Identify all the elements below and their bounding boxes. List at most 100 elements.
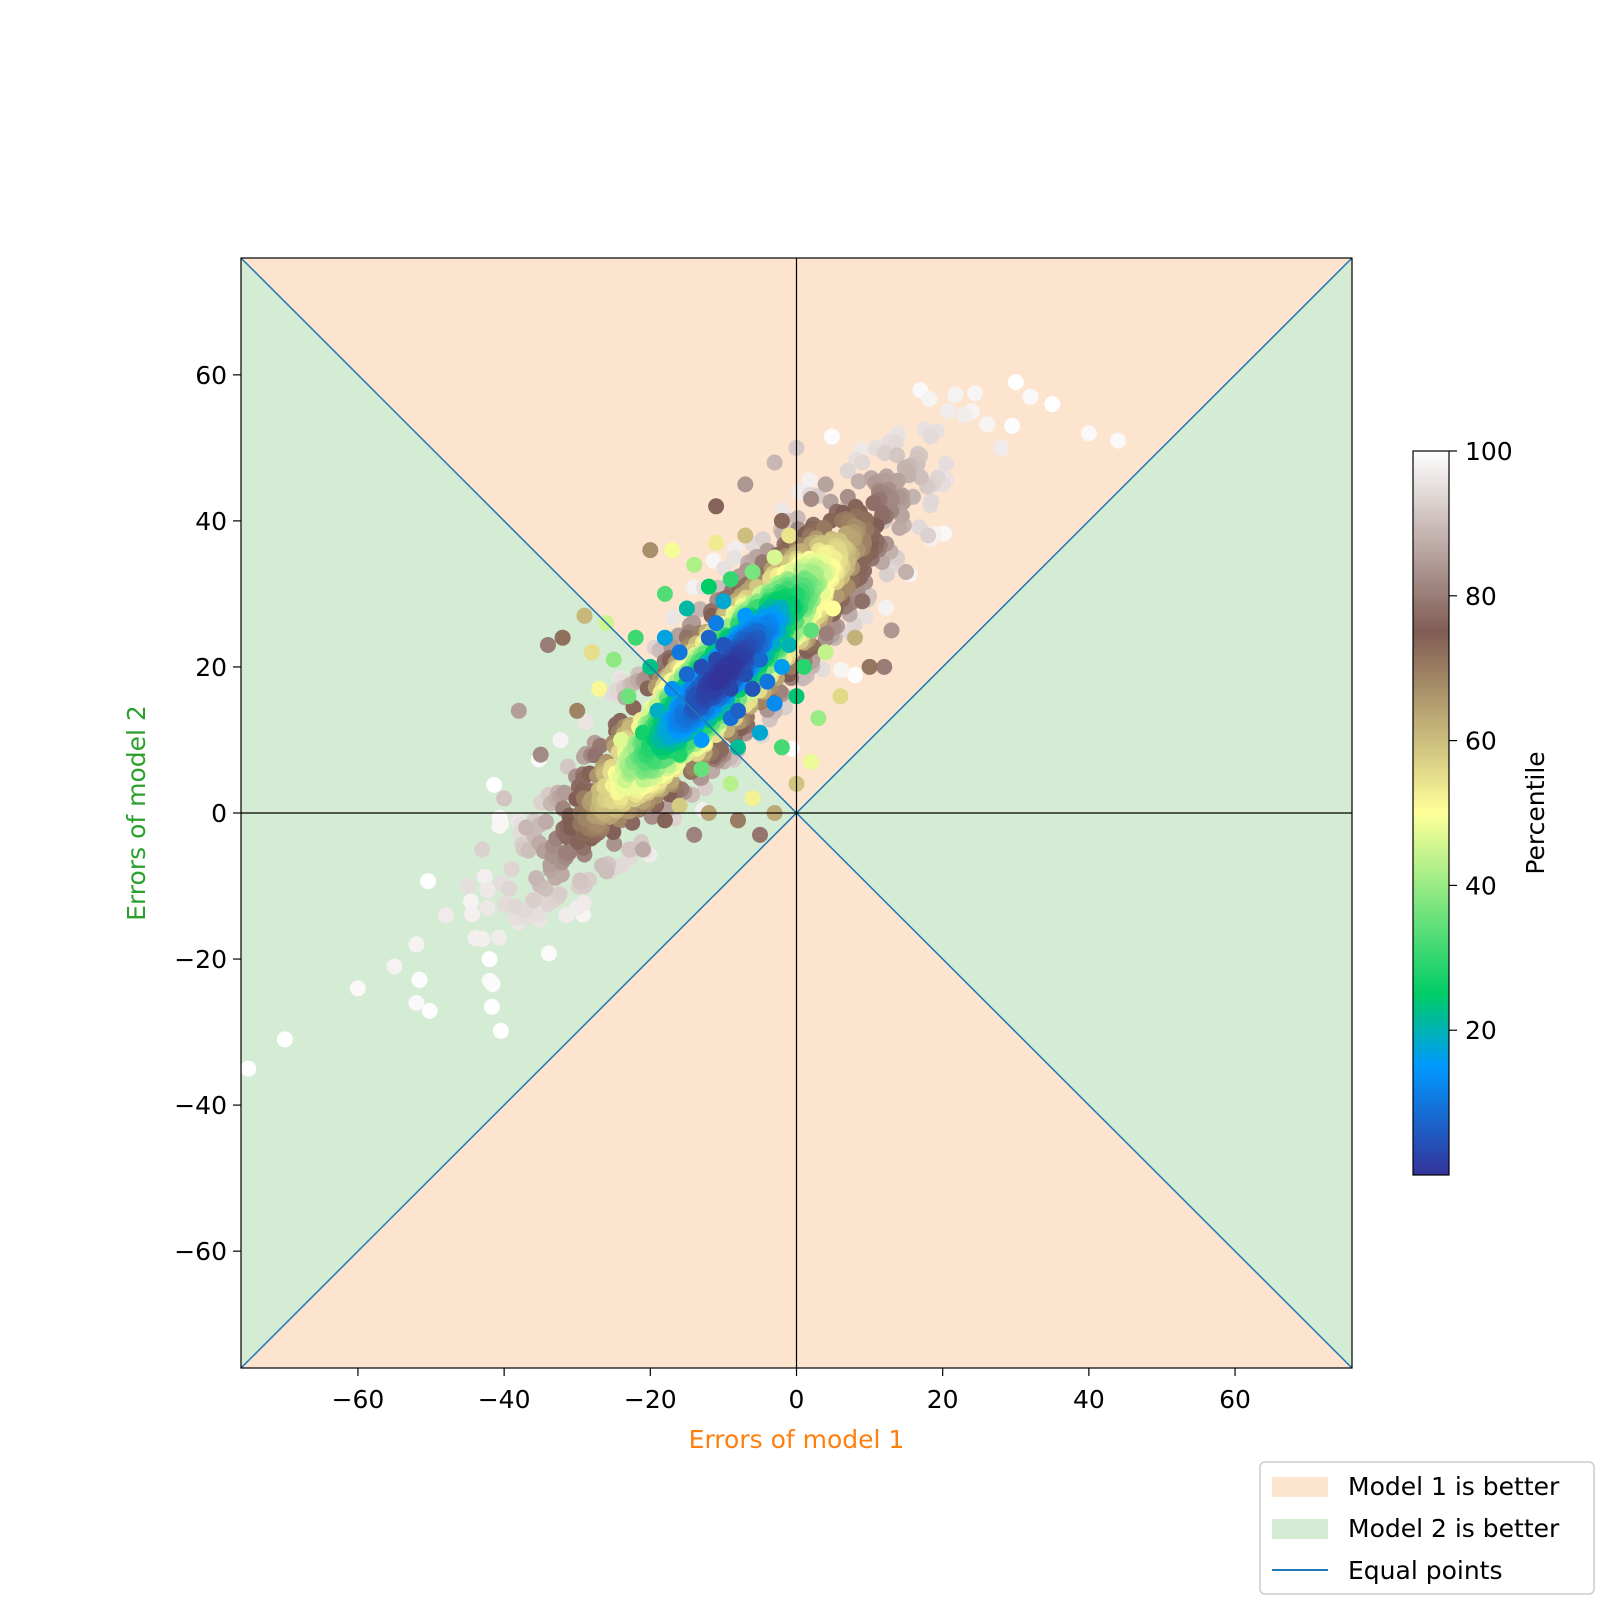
colorbar-tick-label: 60	[1465, 727, 1497, 756]
legend-swatch	[1272, 1519, 1328, 1539]
colorbar-gradient	[1412, 450, 1450, 1176]
scatter-point	[891, 519, 908, 536]
y-axis-ticks: −60 −40 −20 0 20 40 60	[174, 361, 241, 1266]
scatter-point	[889, 447, 905, 464]
scatter-point	[923, 493, 940, 510]
scatter-point	[538, 813, 554, 830]
x-tick-label: 20	[927, 1385, 959, 1414]
scatter-point	[1080, 425, 1097, 442]
scatter-point	[759, 673, 776, 690]
scatter-point	[737, 527, 754, 544]
scatter-layer	[241, 374, 1127, 1077]
scatter-point	[437, 907, 454, 924]
scatter-point	[510, 702, 527, 719]
scatter-point	[578, 714, 594, 731]
y-tick-label: −60	[174, 1237, 227, 1266]
scatter-point	[554, 629, 571, 646]
scatter-point	[1022, 388, 1039, 405]
y-tick-label: 0	[211, 799, 227, 828]
scatter-point	[730, 739, 746, 756]
scatter-point	[839, 462, 856, 479]
scatter-point	[823, 428, 840, 445]
scatter-point	[801, 472, 818, 489]
scatter-point	[481, 972, 498, 989]
scatter-point	[887, 434, 904, 451]
scatter-point	[656, 629, 673, 646]
scatter-point	[833, 662, 850, 679]
scatter-point	[730, 702, 746, 719]
scatter-point	[722, 571, 739, 588]
scatter-point	[940, 403, 956, 420]
scatter-point	[408, 994, 425, 1011]
scatter-point	[576, 607, 593, 624]
scatter-point	[744, 790, 761, 807]
scatter-point	[552, 732, 569, 749]
scatter-point	[493, 816, 510, 833]
scatter-point	[803, 491, 820, 507]
scatter-point	[708, 534, 725, 551]
scatter-point	[744, 680, 761, 697]
colorbar-title: Percentile	[1521, 751, 1550, 874]
scatter-point	[708, 498, 725, 515]
scatter-point	[967, 385, 983, 402]
scatter-point	[501, 880, 518, 897]
scatter-point	[693, 761, 710, 778]
scatter-point	[496, 790, 513, 807]
scatter-point	[993, 439, 1010, 456]
scatter-point	[766, 549, 783, 566]
scatter-point	[528, 870, 545, 887]
scatter-point	[752, 724, 768, 741]
scatter-point	[737, 607, 754, 624]
scatter-point	[575, 895, 592, 912]
x-tick-label: −40	[478, 1385, 531, 1414]
scatter-point	[979, 416, 996, 433]
scatter-point	[686, 556, 703, 573]
scatter-point	[850, 473, 867, 490]
legend-swatch	[1272, 1477, 1328, 1497]
scatter-point	[726, 549, 743, 566]
scatter-point	[474, 841, 491, 858]
y-tick-label: 40	[195, 507, 227, 536]
x-tick-label: 60	[1219, 1385, 1251, 1414]
legend-label: Model 2 is better	[1348, 1514, 1560, 1543]
scatter-point	[587, 747, 603, 764]
scatter-point	[530, 905, 547, 922]
scatter-point	[476, 868, 493, 885]
scatter-point	[752, 826, 768, 843]
scatter-point	[276, 1031, 293, 1048]
colorbar-tick-label: 20	[1465, 1016, 1497, 1045]
scatter-point	[486, 776, 503, 793]
scatter-point	[1044, 396, 1061, 413]
scatter-point	[665, 609, 682, 626]
scatter-point	[847, 629, 863, 646]
scatter-point	[847, 667, 863, 684]
colorbar: 20 40 60 80 100	[1412, 437, 1513, 1176]
scatter-point	[730, 812, 746, 829]
y-tick-label: −20	[174, 945, 227, 974]
scatter-point	[715, 593, 732, 610]
x-tick-label: −60	[332, 1385, 385, 1414]
colorbar-tick-label: 100	[1465, 437, 1513, 466]
scatter-point	[865, 495, 882, 511]
scatter-point	[621, 841, 638, 858]
scatter-point	[715, 665, 732, 682]
x-tick-label: 40	[1073, 1385, 1105, 1414]
scatter-point	[700, 578, 717, 595]
scatter-point	[671, 644, 688, 661]
scatter-point	[781, 637, 798, 653]
scatter-point	[591, 680, 608, 697]
scatter-point	[817, 644, 834, 661]
scatter-point	[474, 931, 491, 947]
scatter-point	[583, 644, 600, 661]
scatter-point	[708, 615, 725, 632]
scatter-point	[737, 476, 754, 493]
scatter-point	[540, 945, 557, 962]
scatter-point	[773, 512, 790, 529]
scatter-point	[656, 812, 673, 829]
scatter-point	[898, 564, 915, 580]
scatter-point	[1004, 417, 1021, 434]
scatter-point	[766, 454, 783, 471]
y-axis-title: Errors of model 2	[122, 705, 151, 921]
scatter-point	[620, 688, 637, 705]
scatter-point	[722, 775, 739, 792]
